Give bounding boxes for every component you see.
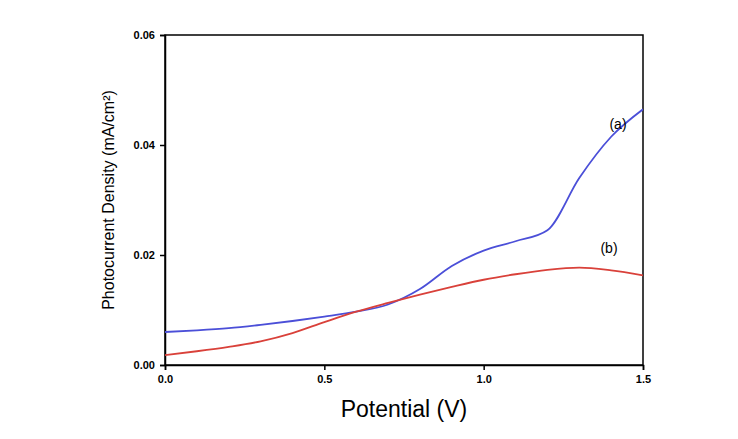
tick-label: 1.0 (477, 373, 492, 385)
tick: 0.00 (134, 359, 165, 371)
tick: 0.06 (134, 29, 165, 41)
tick: 0.04 (134, 139, 165, 151)
tick: 0.0 (158, 365, 173, 385)
tick-label: 0.0 (158, 373, 173, 385)
x-axis-title: Potential (V) (341, 396, 468, 422)
series-label: (b) (600, 240, 617, 256)
tick-mark (483, 365, 485, 370)
series-labels: (a) (b) (600, 116, 626, 256)
tick: 0.5 (317, 365, 332, 385)
axis-line (160, 36, 166, 366)
y-axis: 0.00 0.02 0.04 0.06 (134, 29, 166, 371)
tick-label: 0.5 (317, 373, 332, 385)
tick-mark (160, 255, 165, 257)
series-line (165, 268, 643, 355)
axis-line (166, 366, 644, 371)
chart: 0.0 0.5 1.0 1.5 0.00 0.02 0.04 0.06 (a) (b) Potent… (0, 0, 738, 439)
plot-area (165, 109, 643, 355)
tick-label: 1.5 (636, 373, 651, 385)
tick-label: 0.00 (134, 359, 155, 371)
tick-mark (643, 365, 645, 370)
tick-mark (160, 365, 165, 367)
tick-label: 0.02 (134, 249, 155, 261)
tick-label: 0.06 (134, 29, 155, 41)
series-label: (a) (609, 116, 626, 132)
tick: 1.0 (477, 365, 492, 385)
x-axis: 0.0 0.5 1.0 1.5 (158, 365, 651, 385)
tick: 1.5 (636, 365, 651, 385)
plot-frame (165, 35, 643, 365)
tick-mark (160, 145, 165, 147)
tick-mark (160, 35, 165, 37)
y-axis-title: Photocurrent Density (mA/cm²) (100, 90, 117, 310)
tick: 0.02 (134, 249, 165, 261)
tick-mark (324, 365, 326, 370)
tick-label: 0.04 (134, 139, 156, 151)
